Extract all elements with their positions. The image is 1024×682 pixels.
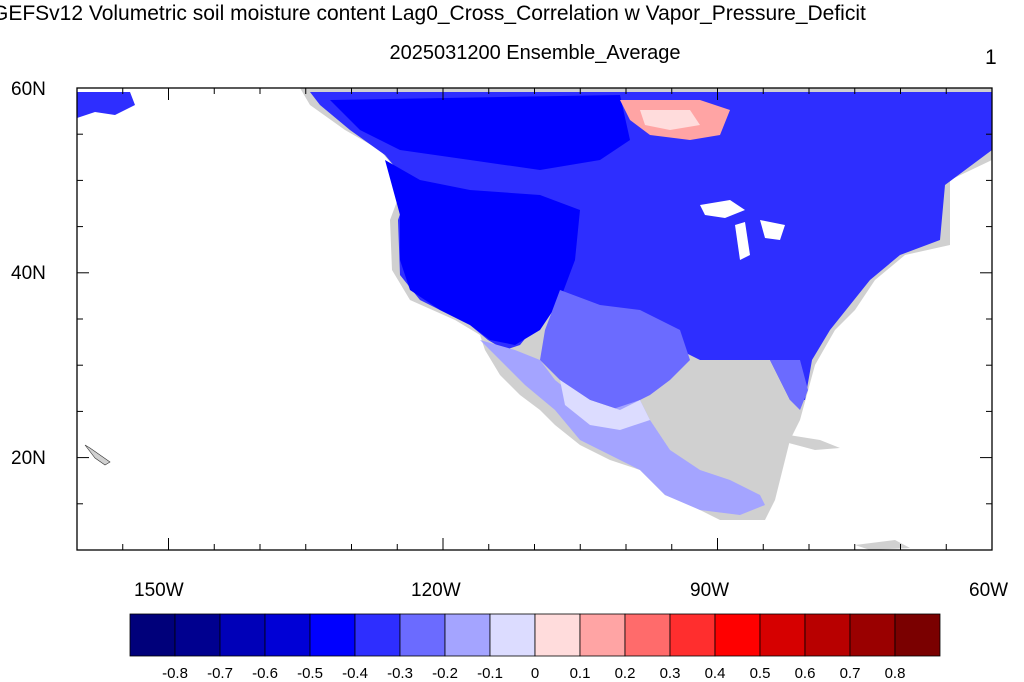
colorbar-swatch bbox=[624, 613, 671, 657]
colorbar-swatch bbox=[219, 613, 266, 657]
lake-superior bbox=[700, 200, 745, 218]
lat-label-60n: 60N bbox=[11, 79, 46, 100]
colorbar-label: 0.6 bbox=[794, 665, 816, 682]
colorbar-swatch bbox=[669, 613, 716, 657]
gulf-coast bbox=[560, 380, 650, 430]
colorbar-swatch bbox=[534, 613, 581, 657]
colorbar-swatch bbox=[399, 613, 446, 657]
hawaii bbox=[84, 444, 111, 466]
lake-huron bbox=[760, 220, 785, 240]
colorbar-label: 0.8 bbox=[884, 665, 906, 682]
lake-michigan bbox=[735, 222, 750, 260]
colorbar-label: 0.3 bbox=[659, 665, 681, 682]
colorbar-label: -0.1 bbox=[477, 665, 503, 682]
colorbar-label: 0.2 bbox=[614, 665, 636, 682]
colorbar-label: -0.2 bbox=[432, 665, 458, 682]
colorbar-label: -0.8 bbox=[162, 665, 188, 682]
colorbar-swatch bbox=[174, 613, 221, 657]
colorbar-swatch bbox=[894, 613, 941, 657]
panel-number: 1 bbox=[985, 46, 997, 69]
colorbar-swatch bbox=[309, 613, 356, 657]
florida bbox=[770, 360, 808, 410]
colorbar-label: 0.1 bbox=[569, 665, 591, 682]
colorbar-swatch bbox=[759, 613, 806, 657]
colorbar-label: -0.6 bbox=[252, 665, 278, 682]
colorbar-label: 0 bbox=[530, 665, 540, 682]
lon-label-120w: 120W bbox=[411, 580, 461, 601]
lon-label-60w: 60W bbox=[969, 580, 1009, 601]
axis-ticks bbox=[77, 87, 993, 550]
map-field bbox=[77, 88, 992, 550]
colorbar-swatch bbox=[129, 613, 176, 657]
map-title: GEFSv12 Volumetric soil moisture content… bbox=[0, 2, 866, 25]
colorbar-swatch bbox=[849, 613, 896, 657]
colorbar-label: -0.3 bbox=[387, 665, 413, 682]
colorbar-swatch bbox=[714, 613, 761, 657]
colorbar-swatch bbox=[264, 613, 311, 657]
colorbar-swatch bbox=[489, 613, 536, 657]
colorbar-label: 0.5 bbox=[749, 665, 771, 682]
colorbar-label: -0.5 bbox=[297, 665, 323, 682]
colorbar-swatch bbox=[354, 613, 401, 657]
land-blue-west bbox=[385, 160, 580, 345]
lat-label-20n: 20N bbox=[11, 448, 46, 469]
colorbar bbox=[129, 613, 941, 657]
alaska-fragment bbox=[77, 92, 135, 118]
lon-label-150w: 150W bbox=[134, 580, 184, 601]
south-america-edge bbox=[855, 540, 910, 550]
colorbar-label: 0.4 bbox=[704, 665, 726, 682]
caribbean-islands bbox=[770, 432, 840, 450]
colorbar-swatch bbox=[444, 613, 491, 657]
southern-plains bbox=[540, 290, 690, 410]
lon-label-90w: 90W bbox=[690, 580, 730, 601]
colorbar-label: 0.7 bbox=[839, 665, 861, 682]
north-warm-core bbox=[640, 110, 700, 130]
colorbar-swatch bbox=[579, 613, 626, 657]
lat-label-40n: 40N bbox=[11, 263, 46, 284]
colorbar-label: -0.7 bbox=[207, 665, 233, 682]
canada-blue bbox=[330, 95, 630, 170]
colorbar-swatch bbox=[804, 613, 851, 657]
map-subtitle: 2025031200 Ensemble_Average bbox=[389, 42, 681, 64]
colorbar-label: -0.4 bbox=[342, 665, 368, 682]
